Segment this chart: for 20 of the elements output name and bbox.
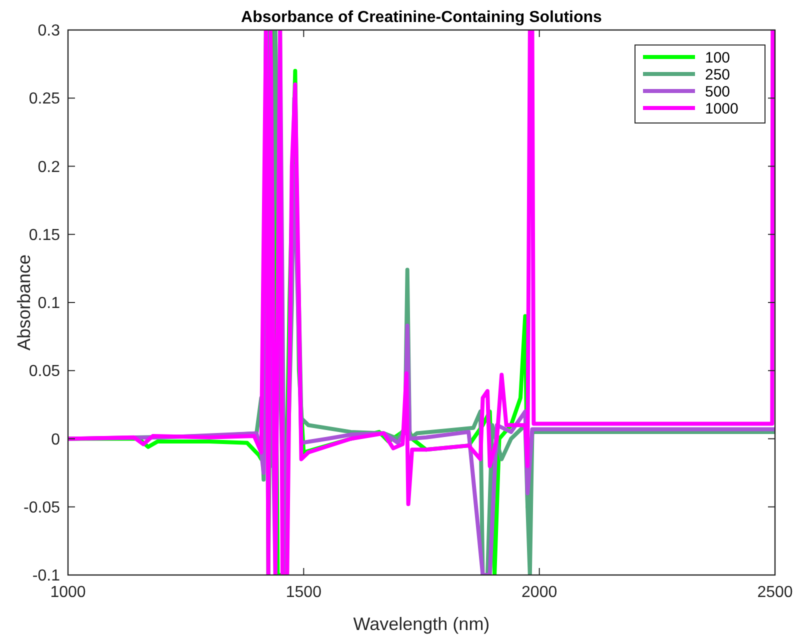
x-tick-label: 1500 — [286, 584, 322, 601]
y-axis-title: Absorbance — [14, 254, 34, 351]
y-tick-label: 0 — [51, 431, 60, 448]
chart-title: Absorbance of Creatinine-Containing Solutions — [241, 9, 602, 26]
legend-label: 500 — [705, 83, 730, 100]
y-tick-label: 0.2 — [38, 158, 60, 176]
y-tick-label: -0.05 — [24, 499, 60, 516]
y-tick-label: -0.1 — [32, 568, 60, 585]
y-tick-label: 0.1 — [38, 295, 60, 312]
x-tick-label: 2500 — [757, 584, 793, 601]
y-tick-label: 0.25 — [28, 90, 60, 108]
x-tick-label: 1000 — [50, 584, 86, 601]
y-tick-label: 0.05 — [28, 363, 60, 380]
x-tick-label: 2000 — [522, 584, 558, 601]
legend-label: 1000 — [705, 100, 738, 118]
legend-label: 100 — [705, 49, 730, 66]
y-tick-label: 0.3 — [38, 22, 60, 40]
y-tick-label: 0.15 — [28, 226, 60, 244]
x-axis-title: Wavelength (nm) — [353, 614, 490, 634]
legend-label: 250 — [705, 66, 730, 84]
